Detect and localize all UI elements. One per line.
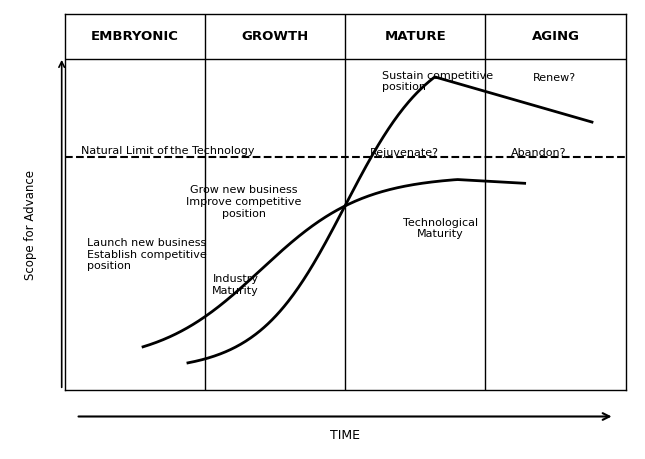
- Text: Launch new business
Establish competitive
position: Launch new business Establish competitiv…: [87, 238, 206, 271]
- Text: MATURE: MATURE: [384, 30, 446, 43]
- Text: Renew?: Renew?: [533, 73, 576, 83]
- Text: Natural Limit of the Technology: Natural Limit of the Technology: [81, 146, 255, 156]
- Text: Industry
Maturity: Industry Maturity: [212, 274, 259, 296]
- Text: Rejuvenate?: Rejuvenate?: [370, 148, 439, 158]
- Text: TIME: TIME: [330, 429, 360, 442]
- Text: GROWTH: GROWTH: [241, 30, 308, 43]
- Text: Technological
Maturity: Technological Maturity: [403, 218, 478, 239]
- Text: Abandon?: Abandon?: [511, 148, 566, 158]
- Text: Sustain competitive
position: Sustain competitive position: [382, 71, 493, 92]
- Text: AGING: AGING: [531, 30, 579, 43]
- Text: EMBRYONIC: EMBRYONIC: [91, 30, 179, 43]
- Text: Grow new business
Improve competitive
position: Grow new business Improve competitive po…: [186, 185, 302, 218]
- Text: Scope for Advance: Scope for Advance: [25, 169, 37, 280]
